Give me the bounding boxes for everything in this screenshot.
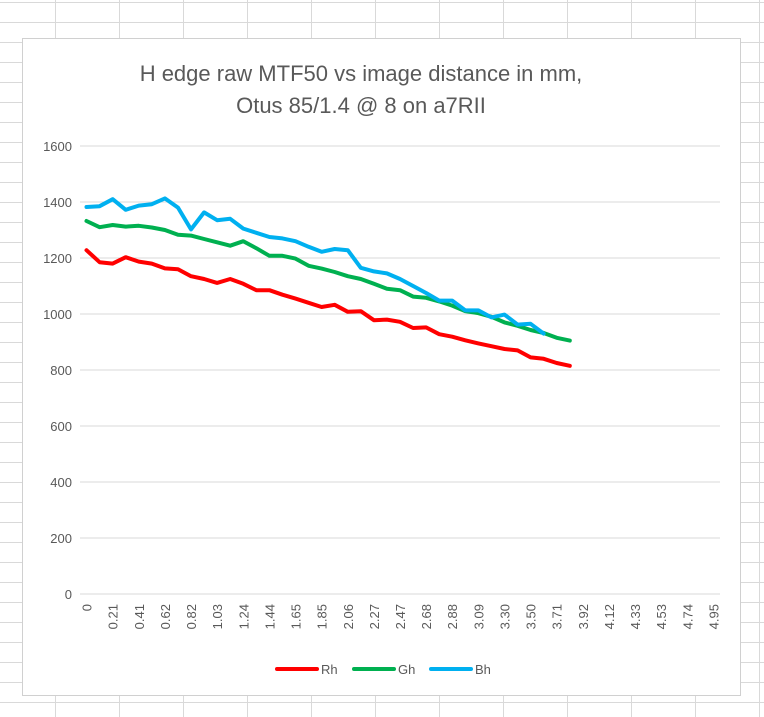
chart-title-line-2: Otus 85/1.4 @ 8 on a7RII [236,93,486,118]
x-axis-tick-labels: 0 0.21 0.41 0.62 0.82 1.03 1.24 1.44 1.65 1.85 2.0… [80,604,722,629]
x-tick-label: 3.92 [576,604,591,629]
x-tick-label: 3.50 [524,604,539,629]
legend: Rh Gh Bh [275,662,491,677]
x-tick-label: 1.65 [289,604,304,629]
y-tick-label: 0 [65,587,72,602]
y-gridlines [80,145,720,595]
y-tick-label: 1000 [43,307,72,322]
series-line-Bh [84,196,546,336]
x-tick-label: 4.95 [706,604,721,629]
x-tick-label: 0.21 [106,604,121,629]
legend-label-Rh: Rh [321,662,338,677]
y-axis-tick-labels: 0 200 400 600 800 1000 1200 1400 1600 [43,139,72,602]
y-tick-label: 600 [50,419,72,434]
y-tick-label: 400 [50,475,72,490]
x-tick-label: 4.12 [602,604,617,629]
y-tick-label: 800 [50,363,72,378]
x-tick-label: 3.09 [471,604,486,629]
y-tick-label: 1600 [43,139,72,154]
x-tick-label: 4.53 [654,604,669,629]
legend-label-Bh: Bh [475,662,491,677]
x-tick-label: 2.27 [367,604,382,629]
x-tick-label: 0.82 [184,604,199,629]
chart-area[interactable]: H edge raw MTF50 vs image distance in mm… [22,38,741,696]
x-tick-label: 1.24 [236,604,251,629]
series-line-Gh [84,219,572,343]
y-tick-label: 200 [50,531,72,546]
x-tick-label: 0 [80,604,95,611]
chart-canvas: H edge raw MTF50 vs image distance in mm… [43,61,722,677]
x-tick-label: 2.47 [393,604,408,629]
x-tick-label: 4.33 [628,604,643,629]
x-tick-label: 1.03 [210,604,225,629]
x-tick-label: 2.88 [445,604,460,629]
y-tick-label: 1400 [43,195,72,210]
x-tick-label: 4.74 [680,604,695,629]
series-line-Rh [84,248,572,368]
x-tick-label: 1.44 [262,604,277,629]
x-tick-label: 1.85 [315,604,330,629]
chart-title-line-1: H edge raw MTF50 vs image distance in mm… [140,61,583,86]
x-tick-label: 2.68 [419,604,434,629]
x-tick-label: 0.41 [132,604,147,629]
y-tick-label: 1200 [43,251,72,266]
x-tick-label: 3.30 [497,604,512,629]
x-tick-label: 2.06 [341,604,356,629]
x-tick-label: 3.71 [550,604,565,629]
legend-label-Gh: Gh [398,662,415,677]
x-tick-label: 0.62 [158,604,173,629]
series-lines [84,196,572,368]
